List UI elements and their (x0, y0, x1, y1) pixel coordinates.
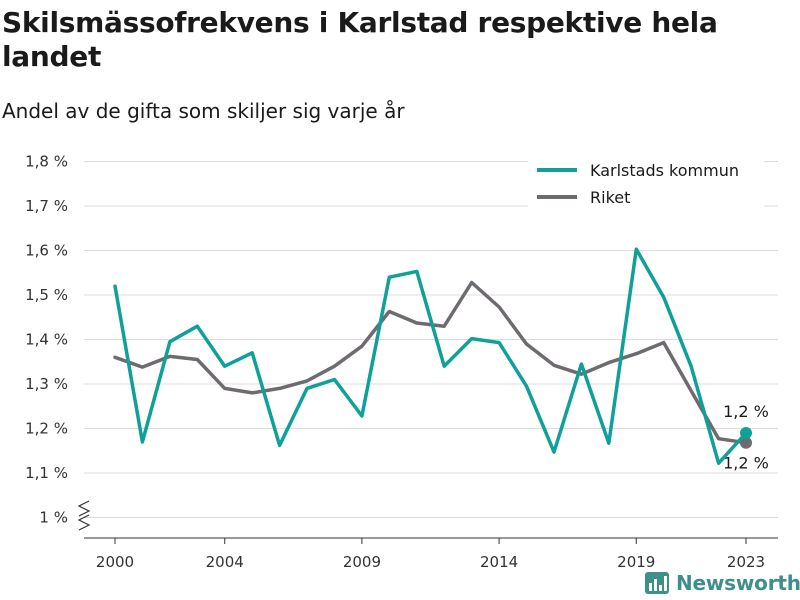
x-axis: 2000 2004 2009 2014 2019 2023 (77, 500, 778, 571)
x-tick-label: 2014 (480, 553, 518, 571)
chart-title: Skilsmässofrekvens i Karlstad respektive… (2, 6, 718, 73)
legend-label-0: Karlstads kommun (590, 161, 739, 180)
series-line-0 (113, 247, 748, 465)
y-tick-label: 1,8 % (25, 153, 68, 171)
series-end-point-0 (740, 426, 752, 439)
y-tick-label: 1,1 % (25, 464, 68, 482)
y-tick-label: 1,2 % (25, 420, 68, 438)
axis-break-mark (77, 500, 91, 531)
y-tick-label: 1,6 % (25, 242, 68, 260)
legend-label-1: Riket (590, 188, 630, 207)
y-tick-label: 1 % (39, 509, 68, 527)
bar-chart-icon (645, 572, 669, 594)
y-tick-label: 1,7 % (25, 197, 68, 215)
brand-name: Newsworthy (676, 571, 800, 595)
y-axis-ticks: 1 % 1,1 % 1,2 % 1,3 % 1,4 % 1,5 % 1,6 % 1,7 % 1,… (25, 153, 68, 527)
legend: Karlstads kommun Riket (528, 154, 764, 208)
series-end-label-1: 1,2 % (723, 454, 769, 473)
y-tick-label: 1,5 % (25, 286, 68, 304)
grid (84, 161, 778, 518)
series-end-point-1 (740, 436, 752, 449)
series-end-label-0: 1,2 % (723, 402, 769, 421)
y-tick-label: 1,4 % (25, 331, 68, 349)
newsworthy-logo: Newsworthy (644, 568, 800, 598)
chart-subtitle: Andel av de gifta som skiljer sig varje … (2, 99, 405, 123)
x-tick-label: 2000 (96, 553, 134, 571)
y-tick-label: 1,3 % (25, 375, 68, 393)
x-tick-label: 2009 (343, 553, 381, 571)
series-line-1 (113, 280, 748, 445)
x-tick-label: 2004 (206, 553, 244, 571)
series-lines: 1,2 % 1,2 % (113, 247, 769, 473)
x-tick-label: 2023 (727, 553, 765, 571)
x-tick-label: 2019 (617, 553, 655, 571)
